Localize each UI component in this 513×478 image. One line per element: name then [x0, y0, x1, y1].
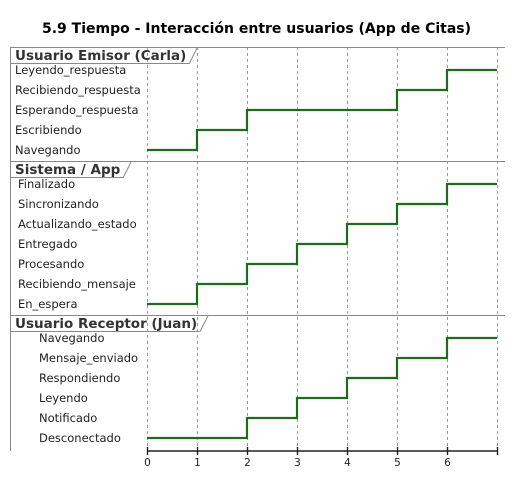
tick-label: 6 — [444, 457, 451, 469]
tick-label: 5 — [394, 457, 401, 469]
lane-title: Sistema / App — [15, 162, 121, 178]
state-label: Respondiendo — [39, 371, 120, 385]
state-label: Desconectado — [39, 431, 121, 445]
diagram-title: 5.9 Tiempo - Interacción entre usuarios … — [42, 21, 471, 37]
tick-label: 1 — [194, 457, 201, 469]
state-label: Leyendo — [39, 391, 88, 405]
state-label: Esperando_respuesta — [15, 103, 139, 117]
state-label: Escribiendo — [15, 123, 82, 137]
state-label: Sincronizando — [18, 197, 99, 211]
state-label: Notificado — [39, 411, 97, 425]
state-label: Recibiendo_mensaje — [18, 277, 136, 291]
lane-title-tab — [10, 47, 198, 64]
lane-title-tab — [10, 161, 132, 178]
state-timeline-emisor — [147, 68, 497, 152]
tick-label: 4 — [344, 457, 351, 469]
state-label: Entregado — [18, 237, 77, 251]
state-label: Finalizado — [18, 177, 75, 191]
state-label: Navegando — [15, 143, 81, 157]
tick-label: 0 — [144, 457, 151, 469]
lane-receptor: Usuario Receptor (Juan)Navegando Mensaje_… — [10, 315, 505, 445]
state-label: Procesando — [18, 257, 84, 271]
lane-title: Usuario Emisor (Carla) — [15, 48, 186, 64]
state-label: Actualizando_estado — [18, 217, 137, 231]
lane-emisor: Usuario Emisor (Carla)Leyendo_respuesta R… — [10, 47, 505, 157]
lanes-layer: Usuario Emisor (Carla)Leyendo_respuesta R… — [10, 47, 505, 445]
state-timeline-sistema — [147, 182, 497, 306]
lane-title: Usuario Receptor (Juan) — [15, 316, 197, 332]
state-label: Mensaje_enviado — [39, 351, 138, 365]
state-label: Recibiendo_respuesta — [15, 83, 141, 97]
state-label: Leyendo_respuesta — [15, 63, 126, 77]
time-axis: 0 1 2 3 4 5 6 — [144, 447, 499, 469]
state-label: Navegando — [39, 331, 105, 345]
tick-label: 2 — [244, 457, 251, 469]
tick-label: 3 — [294, 457, 301, 469]
state-timeline-receptor — [147, 336, 497, 440]
lane-title-tab — [10, 315, 209, 332]
state-label: En_espera — [18, 297, 78, 311]
